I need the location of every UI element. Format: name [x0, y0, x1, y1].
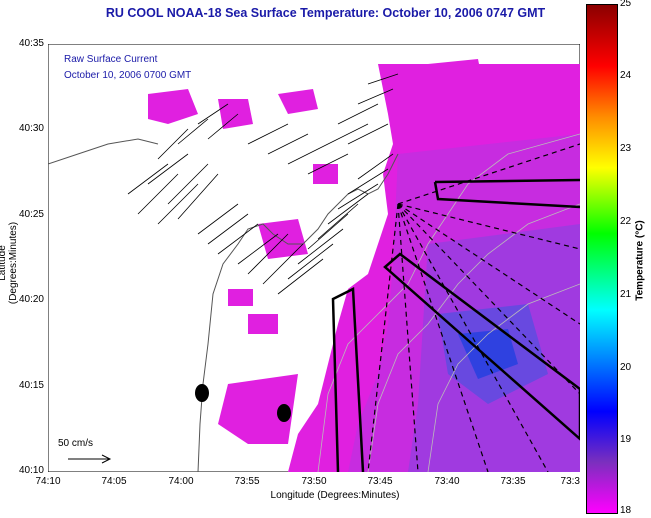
overlay-line2: October 10, 2006 0700 GMT	[64, 70, 192, 81]
map-title: RU COOL NOAA-18 Sea Surface Temperature:…	[105, 6, 546, 20]
colorbar-tick: 24	[620, 70, 632, 81]
survey-boxes	[331, 178, 580, 472]
ytick-label: 40:35	[18, 38, 44, 49]
colorbar-tick: 21	[620, 289, 632, 300]
colorbar-tick: 22	[620, 216, 632, 227]
xtick-label: 74:00	[168, 476, 194, 487]
x-axis-label: Longitude (Degrees:Minutes)	[270, 490, 400, 501]
y-axis-label: Latitude (Degrees:Minutes)	[0, 221, 19, 305]
colorbar-tick: 20	[620, 362, 632, 373]
ytick-label: 40:15	[18, 380, 44, 391]
sst-map	[48, 44, 580, 472]
xtick-label: 74:10	[35, 476, 61, 487]
xtick-label: 73:35	[500, 476, 526, 487]
xtick-label: 73:50	[301, 476, 327, 487]
ytick-label: 40:30	[18, 123, 44, 134]
ytick-label: 40:25	[18, 209, 44, 220]
colorbar-tick: 23	[620, 143, 632, 154]
overlay-line1: Raw Surface Current	[64, 54, 158, 65]
xtick-label: 73:45	[367, 476, 393, 487]
xtick-label: 73:40	[434, 476, 460, 487]
colorbar-tick: 18	[620, 505, 632, 516]
xtick-label: 73:3	[560, 476, 580, 487]
ytick-label: 40:10	[18, 465, 44, 476]
scale-label: 50 cm/s	[58, 438, 94, 449]
ytick-label: 40:20	[18, 294, 44, 305]
scale-arrow	[68, 454, 112, 464]
colorbar-tick: 25	[620, 0, 632, 9]
current-vectors	[127, 73, 399, 295]
colorbar	[586, 4, 618, 514]
colorbar-tick: 19	[620, 434, 632, 445]
station-marker	[277, 404, 291, 422]
colorbar-label: Temperature (°C)	[634, 220, 646, 301]
xtick-label: 74:05	[101, 476, 127, 487]
xtick-label: 73:55	[234, 476, 260, 487]
station-marker	[195, 384, 209, 402]
